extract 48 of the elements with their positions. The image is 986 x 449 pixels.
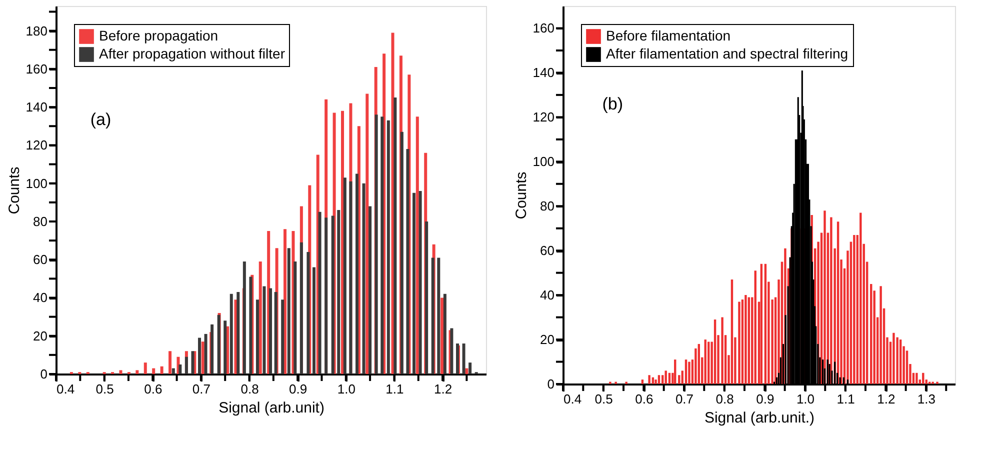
x-tick-label: 1.2 — [877, 392, 896, 406]
y-tick-label: 180 — [26, 23, 48, 38]
x-tick-label: 0.9 — [289, 382, 308, 396]
x-tick-label: 0.4 — [564, 392, 582, 406]
x-tick-label: 0.7 — [675, 392, 694, 406]
annotation: (a) — [90, 110, 112, 130]
x-tick-label: 0.8 — [716, 392, 734, 406]
y-tick-label: 100 — [532, 154, 554, 170]
y-tick-label: 40 — [33, 290, 48, 306]
x-axis-title: Signal (arb.unit) — [218, 400, 324, 416]
y-tick-label: 100 — [26, 176, 48, 191]
legend-label: After propagation without filter — [99, 46, 286, 62]
x-tick-label: 1.0 — [337, 382, 356, 396]
legend-label: After filamentation and spectral filtering — [606, 46, 848, 62]
x-tick-label: 0.5 — [594, 392, 613, 406]
y-tick-label: 140 — [532, 65, 554, 80]
x-tick-label: 0.6 — [635, 392, 654, 406]
annotation: (b) — [602, 94, 623, 114]
y-tick-label: 40 — [540, 288, 554, 303]
x-tick-label: 0.7 — [192, 382, 210, 396]
x-tick-label: 1.0 — [796, 392, 815, 406]
legend-label: Before propagation — [99, 28, 218, 44]
y-tick-label: 160 — [532, 20, 554, 36]
x-tick-label: 0.4 — [56, 382, 75, 396]
x-axis-title: Signal (arb.unit.) — [704, 410, 815, 426]
x-tick-label: 1.1 — [386, 382, 404, 396]
x-tick-label: 1.1 — [836, 392, 855, 406]
x-tick-label: 0.8 — [240, 382, 259, 396]
y-tick-label: 140 — [26, 100, 48, 115]
y-tick-label: 80 — [33, 214, 48, 229]
y-axis-title: Counts — [6, 166, 23, 214]
y-tick-label: 80 — [540, 198, 554, 214]
y-tick-label: 60 — [33, 252, 48, 268]
y-tick-label: 120 — [532, 110, 554, 125]
x-tick-label: 0.5 — [96, 382, 114, 396]
y-tick-label: 0 — [40, 366, 48, 382]
y-tick-label: 60 — [540, 243, 554, 258]
y-tick-label: 20 — [540, 332, 554, 348]
y-tick-label: 20 — [33, 328, 48, 344]
y-axis-title: Counts — [512, 172, 530, 220]
y-tick-label: 0 — [547, 376, 554, 392]
legend-label: Before filamentation — [606, 28, 731, 44]
x-tick-label: 0.6 — [144, 382, 162, 396]
y-tick-label: 160 — [26, 61, 48, 76]
y-tick-label: 120 — [26, 138, 48, 153]
x-tick-label: 0.9 — [756, 392, 774, 406]
x-tick-label: 1.3 — [917, 392, 936, 406]
x-tick-label: 1.2 — [434, 382, 452, 396]
